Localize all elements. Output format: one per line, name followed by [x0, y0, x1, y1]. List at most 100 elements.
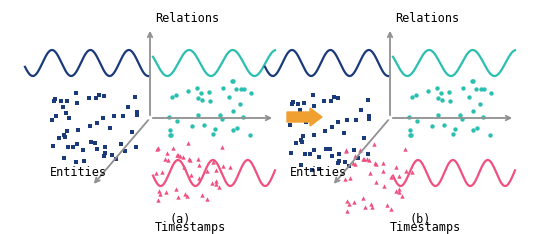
Point [232, 126, 241, 130]
Point [184, 141, 193, 145]
Point [308, 94, 317, 97]
Point [394, 175, 403, 178]
Point [372, 162, 380, 166]
Point [171, 187, 180, 191]
Point [448, 132, 457, 136]
Point [363, 152, 372, 156]
Point [327, 126, 336, 129]
Point [356, 108, 365, 112]
Point [472, 87, 480, 91]
Point [408, 95, 417, 99]
Point [187, 173, 195, 177]
Point [309, 149, 318, 152]
Point [465, 95, 473, 99]
Point [322, 147, 331, 151]
Point [366, 171, 374, 175]
Point [372, 180, 381, 184]
Point [379, 161, 387, 165]
Point [182, 194, 191, 198]
Point [335, 159, 343, 162]
Point [400, 147, 409, 151]
Point [472, 126, 481, 130]
Point [477, 87, 485, 91]
Point [308, 168, 317, 172]
Point [433, 96, 442, 100]
Point [356, 148, 364, 152]
Point [348, 161, 357, 165]
Point [301, 120, 310, 124]
Point [162, 190, 170, 194]
Point [360, 157, 369, 161]
Point [342, 149, 350, 153]
Point [294, 102, 302, 106]
Point [173, 119, 182, 123]
Point [413, 119, 422, 123]
Point [194, 164, 203, 167]
Point [194, 113, 202, 117]
Point [237, 87, 245, 91]
Point [368, 205, 377, 209]
Point [333, 120, 342, 124]
Point [382, 203, 391, 207]
Point [379, 169, 388, 172]
Point [51, 97, 60, 101]
Point [85, 124, 94, 128]
Point [215, 185, 224, 189]
Point [395, 190, 404, 194]
Point [127, 130, 136, 134]
Point [185, 157, 194, 161]
Point [424, 90, 432, 93]
Point [287, 151, 295, 155]
Point [160, 157, 169, 161]
Point [469, 79, 478, 83]
Text: Relations: Relations [395, 11, 459, 25]
Point [360, 205, 369, 209]
Point [212, 179, 220, 183]
Point [407, 170, 416, 174]
Point [289, 118, 298, 122]
Point [186, 158, 195, 162]
Point [391, 189, 400, 193]
Point [387, 175, 395, 179]
Point [327, 99, 336, 102]
Point [349, 200, 358, 204]
Point [184, 90, 193, 93]
Point [112, 157, 120, 161]
Point [62, 99, 71, 102]
Point [229, 128, 238, 132]
Point [100, 152, 109, 155]
Point [310, 133, 319, 137]
Point [239, 115, 248, 119]
Point [428, 124, 436, 128]
Point [133, 113, 141, 117]
Point [193, 96, 202, 100]
Text: (b): (b) [409, 213, 431, 227]
Point [73, 101, 82, 105]
Point [50, 99, 59, 103]
Point [167, 133, 176, 137]
Point [163, 151, 171, 155]
Point [458, 117, 466, 121]
Point [367, 202, 376, 206]
Point [343, 118, 352, 122]
Point [225, 95, 233, 99]
Point [198, 193, 207, 197]
Point [219, 164, 227, 168]
Point [405, 133, 414, 137]
Point [156, 192, 165, 196]
Point [205, 90, 213, 94]
Point [309, 104, 318, 108]
Point [176, 154, 185, 157]
Point [300, 152, 309, 155]
Point [299, 114, 307, 118]
Point [346, 176, 355, 180]
Point [195, 176, 203, 180]
Point [109, 114, 118, 118]
Point [341, 161, 350, 164]
Point [297, 139, 306, 142]
Point [325, 147, 334, 151]
Point [153, 146, 162, 150]
Point [154, 198, 163, 202]
Text: Relations: Relations [155, 11, 219, 25]
Point [351, 162, 360, 166]
